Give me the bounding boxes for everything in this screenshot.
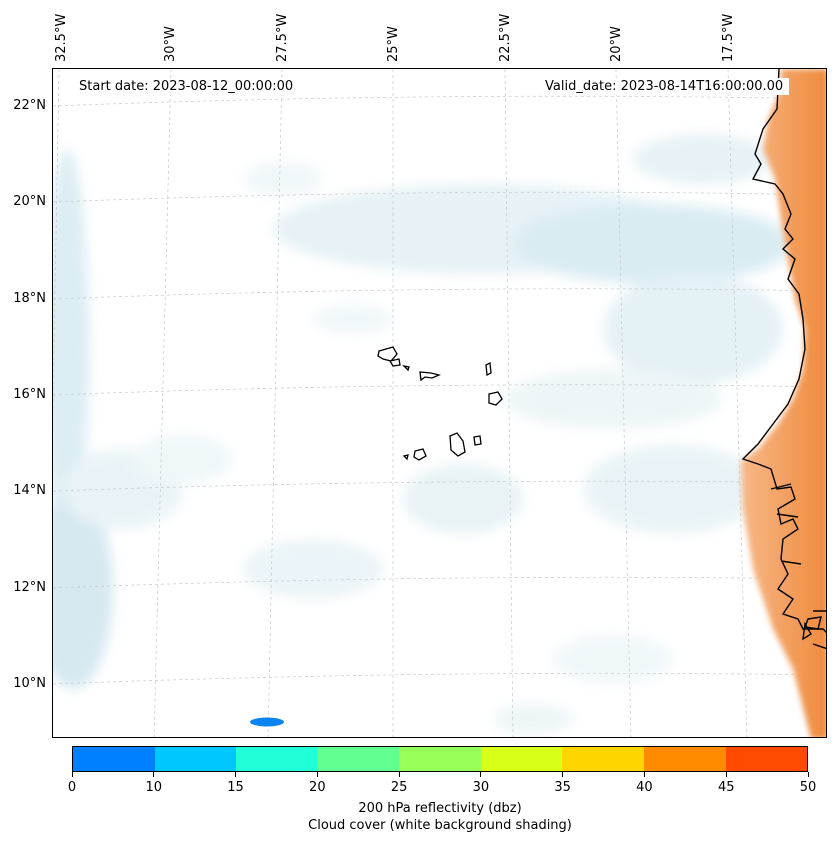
map-panel[interactable]: Start date: 2023-08-12_00:00:00 Valid_da… <box>52 68 827 738</box>
island-boa-vista <box>488 391 503 406</box>
start-date-label: Start date: 2023-08-12_00:00:00 <box>73 78 300 95</box>
colorbar-segment-0 <box>73 747 155 771</box>
reflectivity-echo <box>250 717 284 727</box>
colorbar-segment-8 <box>725 747 808 771</box>
colorbar-tick-label: 35 <box>554 780 571 795</box>
lat-label-10n: 10°N <box>13 676 46 691</box>
colorbar-label: 200 hPa reflectivity (dbz) <box>358 801 522 816</box>
map-canvas <box>53 69 826 737</box>
colorbar-tick-label: 15 <box>227 780 244 795</box>
lon-label-32-5w: 32.5°W <box>54 13 69 62</box>
lon-label-17-5w: 17.5°W <box>721 13 736 62</box>
lon-label-27-5w: 27.5°W <box>275 13 290 62</box>
colorbar-tick-mark <box>71 772 73 777</box>
colorbar-tick-label: 30 <box>472 780 490 795</box>
coastline <box>741 69 826 650</box>
colorbar-tick-mark <box>643 772 645 777</box>
island-maio <box>473 435 482 446</box>
colorbar-tick-mark <box>725 772 727 777</box>
colorbar-tick-mark <box>807 772 809 777</box>
lon-label-20w: 20°W <box>609 26 624 62</box>
colorbar-tick-mark <box>316 772 318 777</box>
african-coast-land <box>741 69 826 737</box>
colorbar-tick-mark <box>153 772 155 777</box>
lat-label-18n: 18°N <box>13 291 46 306</box>
colorbar-tick-label: 25 <box>390 780 408 795</box>
colorbar-tick-mark <box>562 772 564 777</box>
lon-label-25w: 25°W <box>386 26 401 62</box>
colorbar-segment-5 <box>480 747 563 771</box>
colorbar-segment-4 <box>399 747 481 771</box>
reflectivity-colorbar <box>72 746 808 772</box>
colorbar-segment-1 <box>154 747 237 771</box>
island-santiago <box>449 432 466 457</box>
lat-label-14n: 14°N <box>13 483 46 498</box>
lon-label-22-5w: 22.5°W <box>498 13 513 62</box>
valid-date-label: Valid_date: 2023-08-14T16:00:00.00 <box>539 78 790 95</box>
island-sao-nicolau <box>419 371 442 382</box>
lat-label-20n: 20°N <box>13 194 46 209</box>
lat-label-12n: 12°N <box>13 580 46 595</box>
lon-label-30w: 30°W <box>163 26 178 62</box>
lat-label-16n: 16°N <box>13 387 46 402</box>
colorbar-segment-6 <box>562 747 644 771</box>
cloud-cover-shading <box>53 134 793 734</box>
colorbar-segment-7 <box>643 747 726 771</box>
colorbar-tick-label: 50 <box>799 780 817 795</box>
island-sao-vicente <box>388 358 401 367</box>
colorbar-tick-label: 45 <box>717 780 735 795</box>
colorbar-segment-3 <box>317 747 400 771</box>
island-santo-antao <box>377 346 398 362</box>
cape-verde-islands <box>377 346 503 461</box>
graticule <box>53 69 826 737</box>
colorbar-tick-label: 40 <box>636 780 653 795</box>
colorbar-tick-mark <box>480 772 482 777</box>
island-sal <box>485 361 492 377</box>
colorbar-tick-label: 10 <box>145 780 163 795</box>
island-brava <box>402 454 409 461</box>
colorbar-sublabel: Cloud cover (white background shading) <box>308 818 572 833</box>
colorbar-segment-2 <box>236 747 318 771</box>
colorbar-tick-mark <box>235 772 237 777</box>
colorbar-tick-label: 0 <box>67 780 77 795</box>
colorbar-tick-mark <box>398 772 400 777</box>
island-santa-luzia <box>402 364 410 372</box>
island-fogo <box>413 448 427 461</box>
colorbar-tick-label: 20 <box>309 780 326 795</box>
lat-label-22n: 22°N <box>13 98 46 113</box>
